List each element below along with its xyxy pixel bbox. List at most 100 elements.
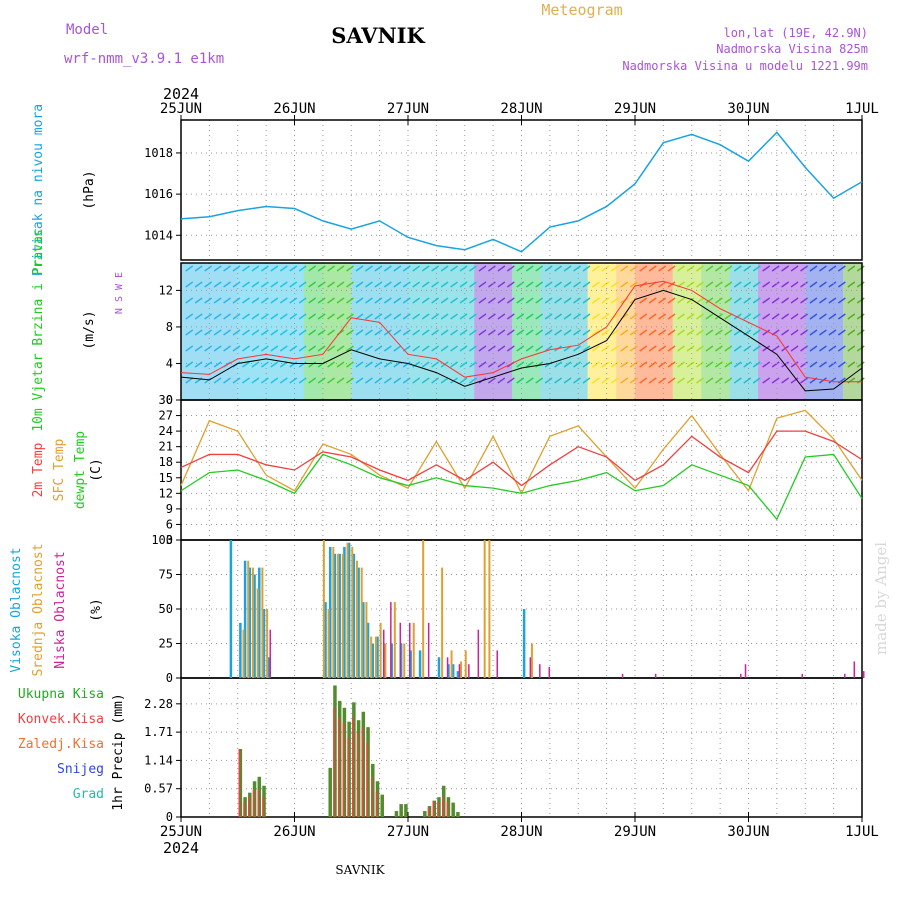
convective-rain-bar <box>333 707 335 817</box>
wind-barb <box>232 281 241 288</box>
wind-barb <box>856 345 865 352</box>
wind-barb <box>592 265 600 272</box>
wind-barb <box>487 313 496 320</box>
wind-barb <box>346 297 354 304</box>
mid-cloud-bar <box>247 560 250 678</box>
wind-barb <box>781 313 790 320</box>
wind-barb <box>412 281 421 288</box>
wind-barb <box>487 345 496 352</box>
wind-barb <box>714 345 723 352</box>
mid-cloud-label: Srednja Oblacnost <box>31 543 46 676</box>
total-rain-bar <box>352 702 356 817</box>
mid-cloud-bar <box>261 567 264 678</box>
high-cloud-bar <box>357 567 360 678</box>
wind-color-band <box>237 263 304 400</box>
wind-barb <box>223 281 231 288</box>
wind-barb <box>629 313 638 320</box>
low-cloud-bar <box>548 666 551 678</box>
wind-barb <box>525 265 534 272</box>
wind-barb <box>856 313 865 320</box>
wind-barb <box>639 377 648 384</box>
wind-barb <box>336 265 345 272</box>
wind-barb <box>412 361 421 368</box>
wind-barb <box>298 377 307 384</box>
wind-barb <box>459 281 468 288</box>
wind-barb <box>752 361 761 368</box>
wind-barb <box>828 329 837 336</box>
wind-barb <box>705 313 714 320</box>
wind-barb <box>317 329 326 336</box>
wind-barb <box>554 361 563 368</box>
total-rain-bar <box>446 797 451 817</box>
low-cloud-bar <box>801 673 804 678</box>
wind-barb <box>724 361 733 368</box>
wind-barb <box>232 297 241 304</box>
wind-barb <box>847 361 856 368</box>
wind-barb <box>601 329 610 336</box>
product-title: Meteogram <box>541 1 622 19</box>
wind-barb <box>819 329 827 336</box>
convective-rain-bar <box>347 737 349 817</box>
mid-cloud-bar <box>266 609 269 678</box>
wind-barb <box>809 313 818 320</box>
wind-barb <box>601 361 610 368</box>
wind-barb <box>856 361 865 368</box>
wind-barb <box>497 281 506 288</box>
mid-cloud-bar <box>251 567 254 678</box>
wind-barb <box>450 377 458 384</box>
wind-barb <box>459 297 468 304</box>
x-tick-label-top: 29JUN <box>614 101 656 117</box>
wind-barb <box>582 281 591 288</box>
wind-barb <box>185 361 194 368</box>
legend-snijeg: Snijeg <box>57 762 104 777</box>
wind-barb <box>270 345 279 352</box>
y-tick-label: 30 <box>159 393 173 407</box>
wind-barb <box>696 313 704 320</box>
wind-barb <box>506 345 515 352</box>
wind-barb <box>667 297 676 304</box>
wind-barb <box>374 377 383 384</box>
wind-barb <box>412 313 421 320</box>
wind-barb <box>412 345 421 352</box>
wind-barb <box>620 265 629 272</box>
wind-barb <box>762 361 771 368</box>
wind-barb <box>317 265 326 272</box>
mid-cloud-bar <box>341 553 344 678</box>
x-tick-label-bottom: 1JUL <box>845 824 879 840</box>
wind-barb <box>837 281 846 288</box>
wind-barb <box>242 329 250 336</box>
wind-barb <box>223 329 231 336</box>
wind-barb <box>421 377 430 384</box>
wind-barb <box>629 361 638 368</box>
wind-barb <box>573 313 581 320</box>
wind-barb <box>260 313 269 320</box>
wind-barb <box>535 329 544 336</box>
wind-barb <box>771 297 780 304</box>
convective-rain-bar <box>243 802 245 817</box>
total-rain-bar <box>399 804 403 817</box>
wind-barb <box>724 265 733 272</box>
wind-barb <box>582 329 591 336</box>
low-cloud-bar <box>496 650 498 678</box>
convective-rain-bar <box>252 789 255 817</box>
wind-barb <box>346 377 354 384</box>
wind-barb <box>232 313 241 320</box>
wind-barb <box>629 377 638 384</box>
wind-barb <box>809 265 818 272</box>
wind-barb <box>232 265 241 272</box>
wind-barb <box>648 297 657 304</box>
wind-barb <box>251 281 260 288</box>
wind-barb <box>762 345 771 352</box>
high-cloud-bar <box>366 622 370 678</box>
wind-barb <box>629 265 638 272</box>
wind-barb <box>563 329 572 336</box>
wind-barb <box>232 329 241 336</box>
wind-barb <box>648 361 657 368</box>
wind-barb <box>251 265 260 272</box>
wind-barb <box>696 281 704 288</box>
wind-barb <box>629 329 638 336</box>
mid-cloud-bar <box>332 546 335 678</box>
station-title: SAVNIK <box>331 23 425 48</box>
wind-barb <box>658 345 667 352</box>
wind-barb <box>658 329 667 336</box>
